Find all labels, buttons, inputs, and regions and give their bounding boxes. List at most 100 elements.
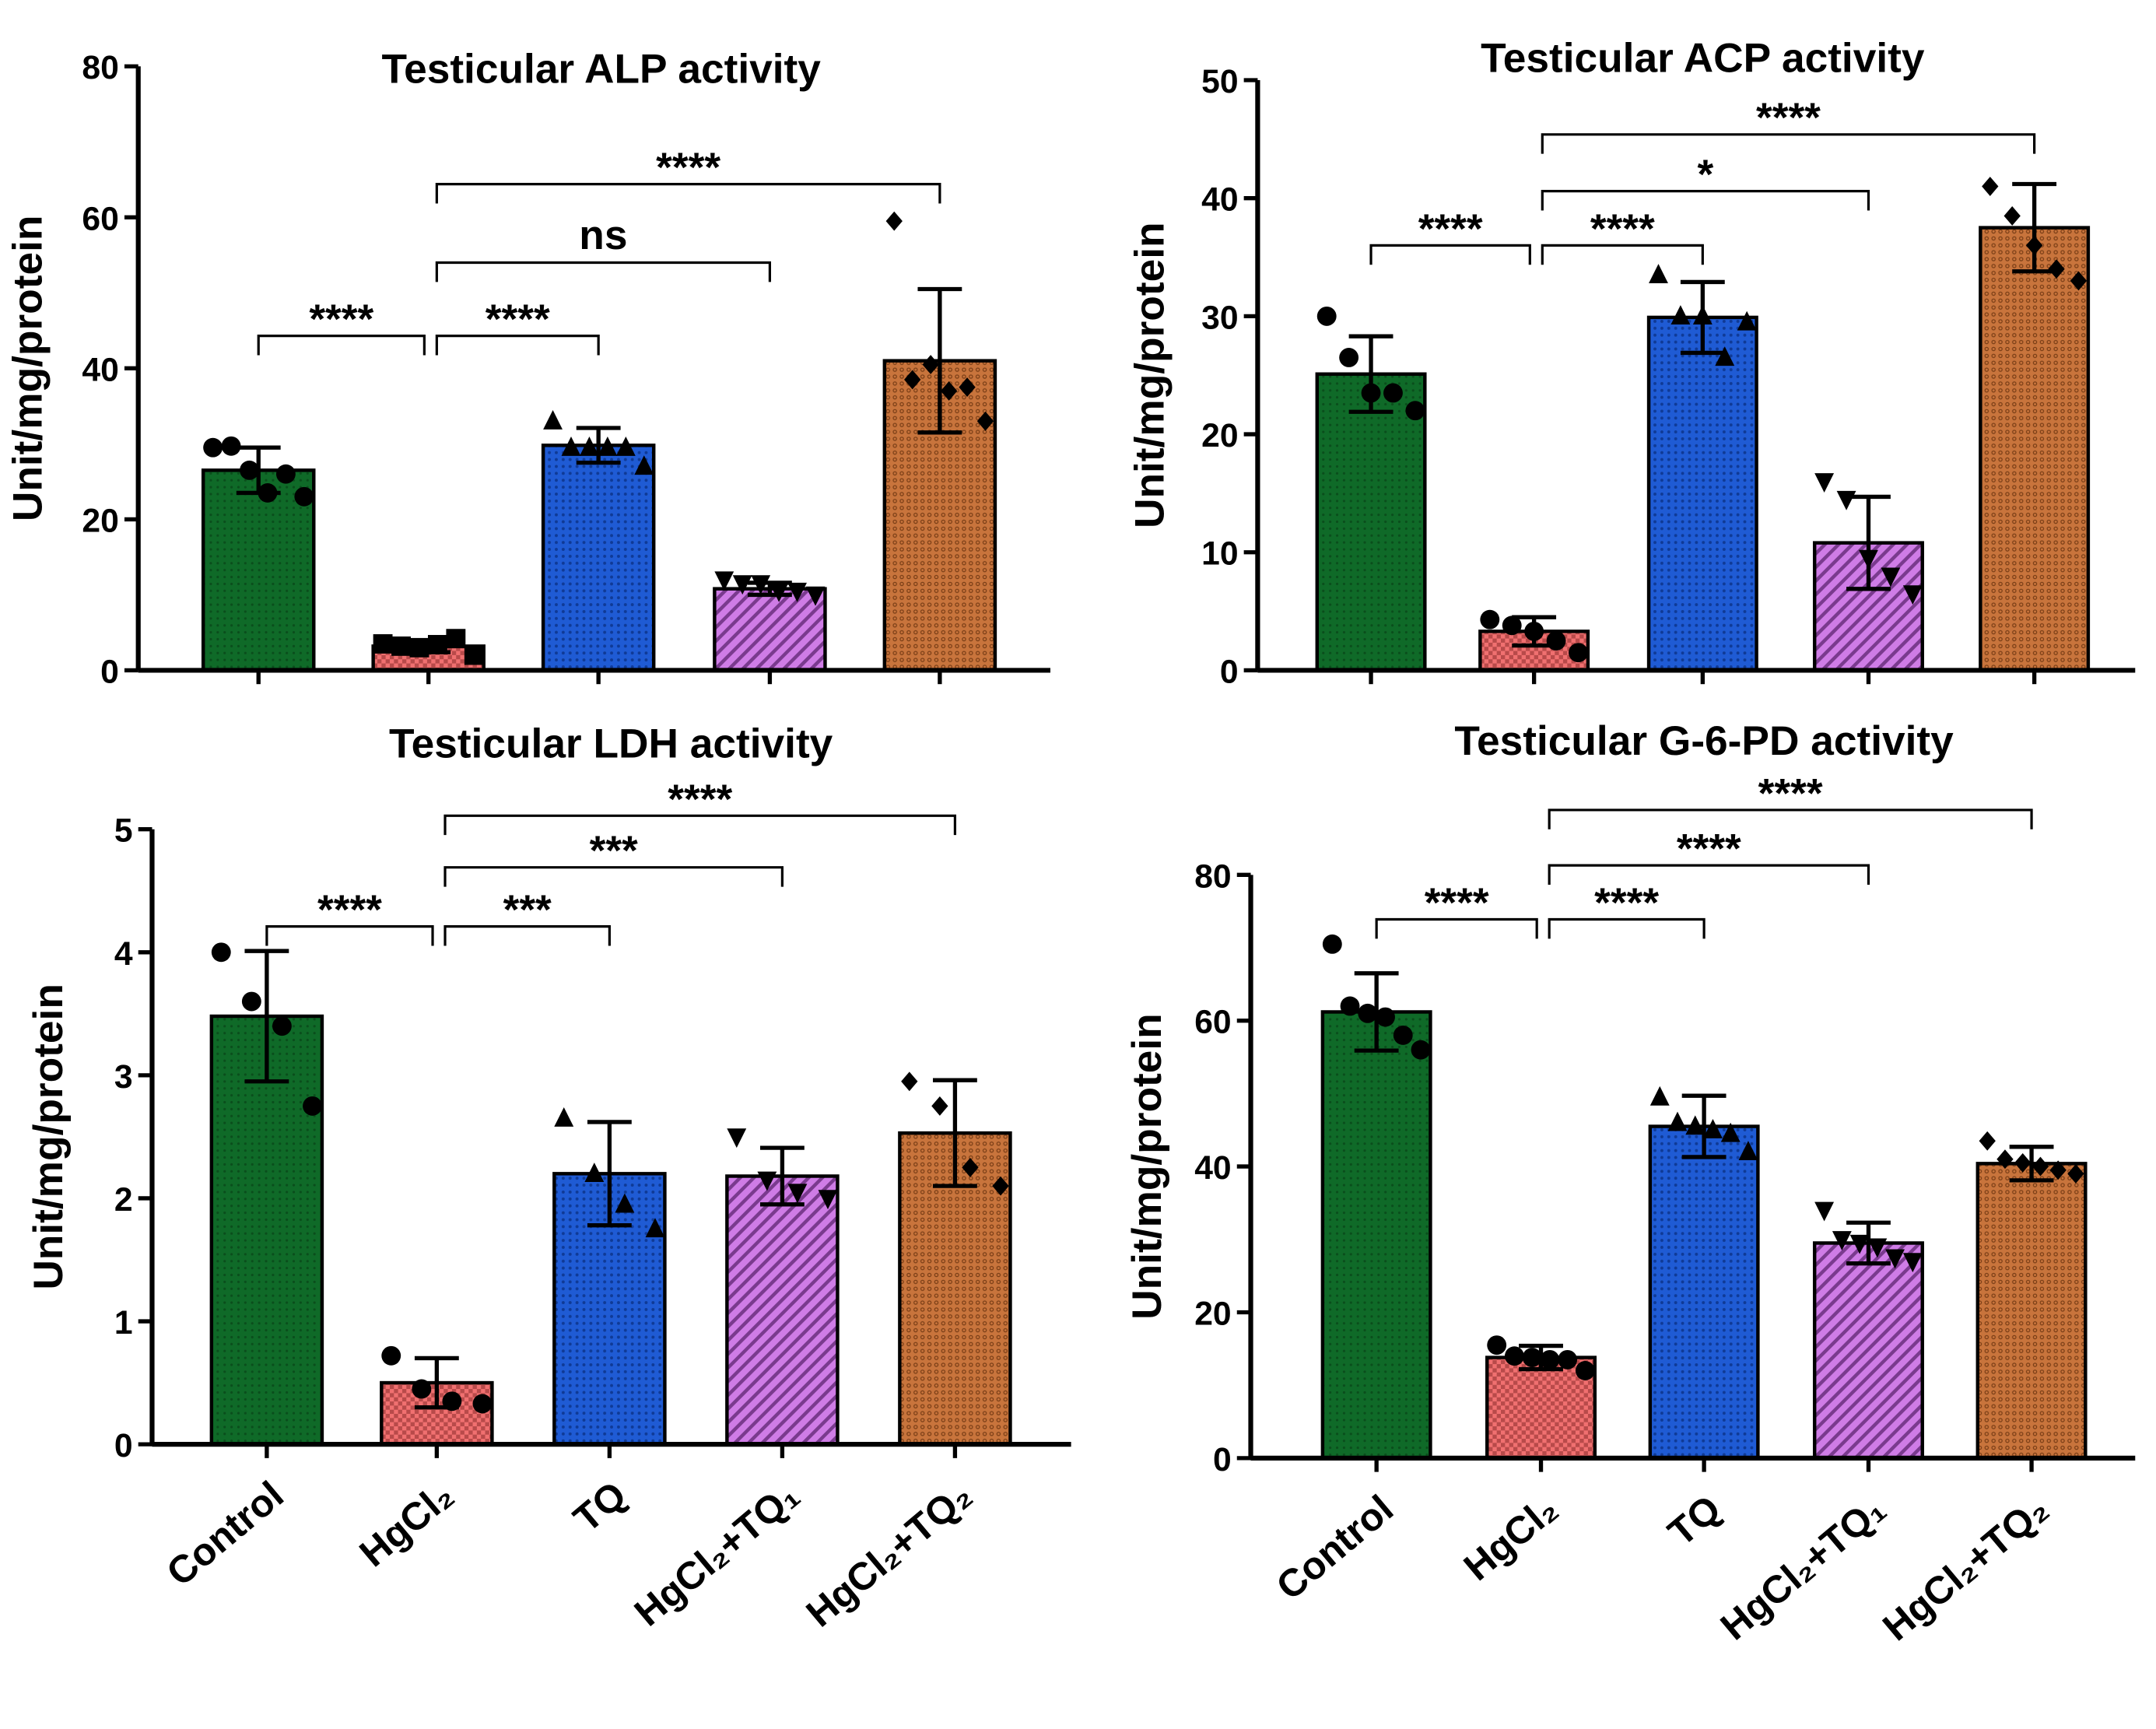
significance-bracket <box>257 335 426 356</box>
data-point <box>922 355 939 374</box>
data-point <box>787 1184 808 1204</box>
data-point <box>904 370 921 390</box>
y-tick-label: 20 <box>1194 1295 1231 1332</box>
data-point <box>1670 305 1691 325</box>
bar-0 <box>1320 1010 1432 1461</box>
data-point <box>294 486 314 507</box>
significance-label: **** <box>1590 206 1655 252</box>
x-tick-label: TQ <box>565 1473 634 1541</box>
data-point <box>1737 310 1757 331</box>
alp-chart: Testicular ALP activity Unit/mg/protein 0 2… <box>5 47 1050 690</box>
data-point <box>258 483 278 503</box>
data-point <box>241 991 261 1012</box>
bar-2 <box>1648 1124 1760 1461</box>
data-point <box>303 1096 322 1116</box>
data-point <box>1814 1201 1835 1222</box>
y-tick-label: 1 <box>114 1304 133 1341</box>
data-point <box>1487 1335 1507 1355</box>
data-point <box>1667 1111 1688 1131</box>
chart-title: Testicular G-6-PD activity <box>1454 718 1954 764</box>
data-point <box>959 377 976 398</box>
data-point <box>1902 1253 1923 1273</box>
data-point <box>2004 206 2021 226</box>
significance-bracket <box>1548 917 1706 939</box>
significance-label: **** <box>1758 770 1823 816</box>
data-point <box>2014 1152 2032 1173</box>
data-point <box>1867 1238 1888 1258</box>
data-point <box>1405 401 1425 421</box>
y-tick-label: 50 <box>1201 63 1238 100</box>
significance-label: **** <box>486 296 550 342</box>
data-point <box>714 571 734 591</box>
chart-title: Testicular LDH activity <box>389 721 833 766</box>
data-point <box>2070 271 2088 291</box>
data-point <box>1849 1234 1870 1254</box>
data-point <box>2049 1160 2067 1180</box>
data-point <box>1859 549 1878 570</box>
data-point <box>1832 1231 1852 1250</box>
data-point <box>543 410 563 430</box>
bar-2 <box>541 444 656 672</box>
data-point <box>1376 1007 1395 1027</box>
data-point <box>1502 615 1522 636</box>
x-tick-label: HgCl₂ <box>352 1473 462 1576</box>
y-tick-label: 3 <box>114 1058 133 1096</box>
data-point <box>615 1193 635 1213</box>
data-point <box>240 460 259 480</box>
bar-4 <box>1975 1162 2088 1461</box>
data-point <box>1540 1349 1560 1370</box>
bar-3 <box>725 1174 840 1447</box>
data-point <box>1902 585 1923 605</box>
data-point <box>1361 383 1381 403</box>
x-tick-label: TQ <box>1660 1486 1729 1554</box>
significance-label: **** <box>317 887 382 933</box>
data-point <box>211 942 231 963</box>
data-point <box>818 1190 838 1210</box>
data-point <box>1720 1122 1741 1142</box>
significance-label: *** <box>590 828 638 874</box>
y-tick-label: 10 <box>1201 535 1238 573</box>
significance-bracket <box>265 924 434 946</box>
significance-label: **** <box>668 777 732 822</box>
data-point <box>1738 1141 1758 1161</box>
data-point <box>976 411 994 431</box>
bar-2 <box>1646 315 1758 672</box>
data-point <box>751 575 771 595</box>
data-point <box>805 586 826 606</box>
data-point <box>373 634 393 654</box>
significance-label: **** <box>1594 880 1659 926</box>
data-point <box>1339 348 1359 367</box>
y-tick-label: 60 <box>1194 1004 1231 1041</box>
significance-label: **** <box>1677 826 1741 872</box>
significance-label: *** <box>503 887 552 933</box>
data-point <box>464 645 484 665</box>
data-point <box>409 637 429 658</box>
data-point <box>1569 643 1588 663</box>
significance-label: **** <box>656 145 720 191</box>
data-point <box>992 1176 1009 1196</box>
data-point <box>427 635 447 654</box>
y-axis-label: Unit/mg/protein <box>1124 1013 1170 1320</box>
bar-4 <box>1979 226 2091 672</box>
data-point <box>1649 264 1668 283</box>
data-point <box>584 1163 605 1182</box>
significance-bracket <box>435 183 941 204</box>
y-tick-label: 40 <box>82 351 118 388</box>
y-tick-label: 5 <box>114 812 133 850</box>
data-point <box>769 582 789 602</box>
bar-3 <box>713 587 827 672</box>
y-tick-label: 20 <box>1201 417 1238 454</box>
data-point <box>580 437 599 456</box>
x-tick-label: HgCl₂+TQ₂ <box>798 1473 980 1636</box>
significance-bracket <box>443 814 957 836</box>
significance-bracket <box>1548 864 1870 886</box>
x-tick-label: HgCl₂+TQ₂ <box>1874 1486 2056 1649</box>
data-point <box>598 437 618 456</box>
data-point <box>1575 1361 1595 1380</box>
data-point <box>272 1016 292 1036</box>
data-point <box>221 436 241 456</box>
x-tick-label: Control <box>1268 1486 1401 1608</box>
y-axis-label: Unit/mg/protein <box>26 984 72 1290</box>
data-point <box>1522 1348 1542 1368</box>
